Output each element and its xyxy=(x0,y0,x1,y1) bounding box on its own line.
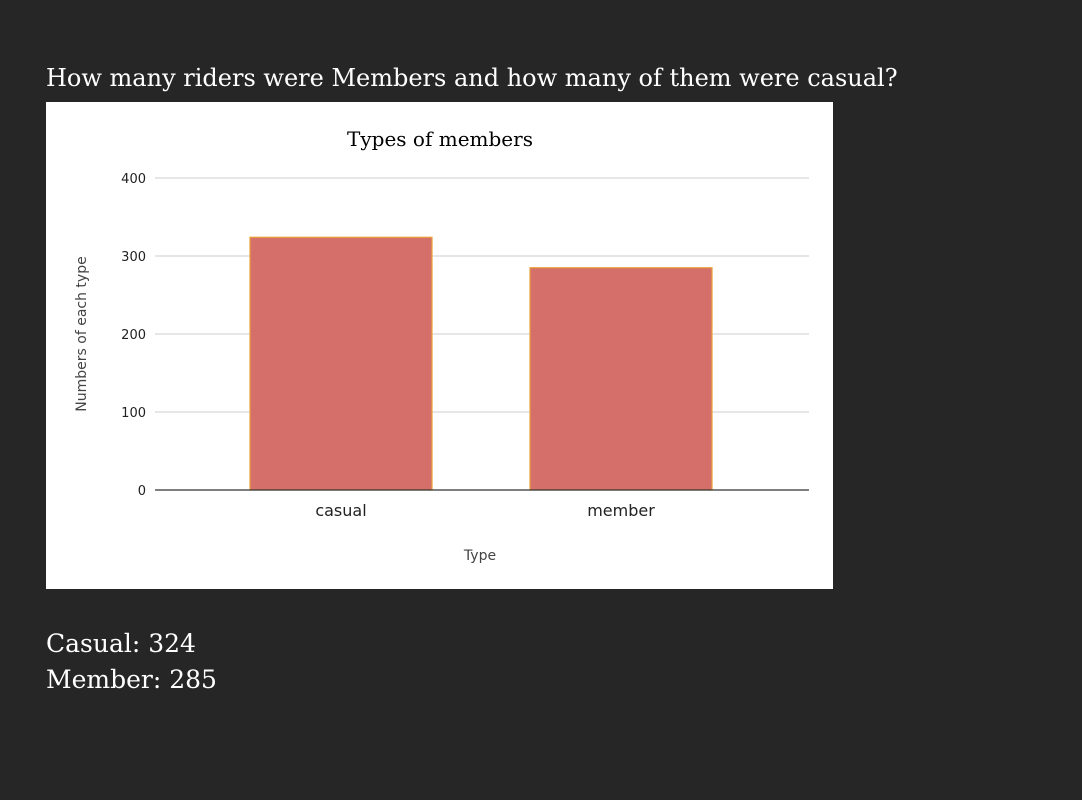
bars xyxy=(249,236,713,491)
y-tick-labels: 0 100 200 300 400 xyxy=(121,172,146,499)
y-tick-label: 200 xyxy=(121,328,146,343)
summary-casual: Casual: 324 xyxy=(46,629,196,658)
y-tick-label: 300 xyxy=(121,250,146,265)
x-tick-labels: casual member xyxy=(315,501,655,520)
bar-chart: Types of members 0 100 200 300 400 casual mem… xyxy=(46,102,833,589)
x-tick-label: member xyxy=(587,501,655,520)
chart-canvas: Types of members 0 100 200 300 400 casual mem… xyxy=(74,127,809,564)
y-axis-title: Numbers of each type xyxy=(74,256,90,411)
x-axis-title: Type xyxy=(463,548,496,564)
bar-casual xyxy=(249,236,433,491)
y-tick-label: 0 xyxy=(138,484,146,499)
summary-member: Member: 285 xyxy=(46,665,217,694)
page-heading: How many riders were Members and how man… xyxy=(46,64,898,92)
x-tick-label: casual xyxy=(315,501,366,520)
y-tick-label: 100 xyxy=(121,406,146,421)
y-tick-label: 400 xyxy=(121,172,146,187)
bar-member xyxy=(529,267,713,491)
chart-title: Types of members xyxy=(347,127,533,151)
summary-block: Casual: 324 Member: 285 xyxy=(46,626,217,698)
